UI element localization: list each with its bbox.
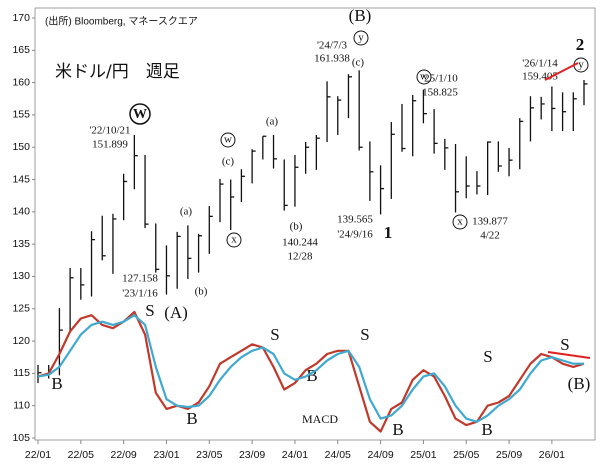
macd-label: S: [560, 335, 569, 354]
x-tick-label: 25/05: [453, 449, 479, 461]
y-tick-label: 130: [12, 270, 30, 282]
macd-label: B: [51, 374, 62, 393]
macd-label: B: [186, 409, 197, 428]
price-note: '24/7/3: [317, 40, 348, 52]
x-tick-label: 26/01: [539, 449, 565, 461]
wave-label: (A): [164, 303, 188, 322]
source-note: (出所) Bloomberg, マネースクエア: [45, 15, 198, 28]
wave-label: w: [420, 71, 428, 83]
macd-label: B: [306, 366, 317, 385]
y-tick-label: 165: [12, 44, 30, 56]
plot-frame: [34, 7, 596, 441]
wave-label: (c): [352, 57, 365, 69]
price-note: '25/1/10: [422, 73, 458, 85]
macd-label: S: [483, 347, 492, 366]
wave-label: y: [578, 59, 584, 71]
price-note: 139.565: [337, 214, 373, 226]
price-note: 139.877: [472, 216, 508, 228]
trend-line: [544, 62, 579, 81]
x-tick-label: 24/09: [367, 449, 393, 461]
x-tick-label: 22/09: [111, 449, 137, 461]
x-tick-label: 22/05: [68, 449, 94, 461]
price-note: 12/28: [287, 251, 313, 263]
price-note: '22/10/21: [89, 125, 130, 137]
y-tick-label: 155: [12, 109, 30, 121]
price-note: '23/1/16: [122, 288, 158, 300]
x-tick-label: 23/01: [153, 449, 179, 461]
macd-label: S: [145, 301, 154, 320]
wave-label: W: [133, 107, 147, 122]
price-note: 159.405: [522, 71, 558, 83]
y-tick-label: 120: [12, 335, 30, 347]
price-note: 158.825: [422, 87, 458, 99]
y-tick-label: 110: [13, 399, 30, 411]
x-tick-label: 22/01: [25, 449, 51, 461]
price-note: '26/1/14: [522, 58, 558, 70]
y-tick-label: 170: [12, 12, 30, 24]
x-tick-label: 23/05: [196, 449, 222, 461]
y-tick-label: 115: [13, 367, 30, 379]
wave-circle: [220, 132, 236, 148]
x-tick-label: 24/05: [325, 449, 351, 461]
y-tick-label: 160: [12, 76, 30, 88]
macd-label: (B): [568, 374, 591, 393]
macd-line: [37, 314, 584, 423]
wave-label: 2: [576, 35, 585, 54]
macd-label: B: [392, 420, 403, 439]
wave-label: (a): [180, 206, 193, 218]
wave-circle: [452, 214, 468, 230]
chart-title: 米ドル/円 週足: [55, 62, 180, 82]
wave-label: (a): [266, 116, 279, 128]
wave-label: 1: [384, 223, 393, 242]
y-tick-label: 135: [12, 238, 30, 250]
y-tick-label: 125: [12, 303, 30, 315]
price-note: 140.244: [282, 237, 318, 249]
x-tick-label: 24/01: [282, 449, 308, 461]
y-tick-label: 105: [12, 432, 30, 444]
wave-circle: [353, 30, 369, 46]
macd-label: S: [270, 325, 279, 344]
price-note: 161.938: [314, 53, 350, 65]
wave-label: w: [224, 134, 232, 146]
wave-label: x: [457, 216, 463, 228]
wave-label: (b): [195, 286, 208, 298]
x-tick-label: 23/09: [239, 449, 265, 461]
y-tick-label: 150: [12, 141, 30, 153]
wave-label: x: [231, 234, 237, 246]
wave-circle: [226, 232, 242, 248]
y-tick-label: 140: [12, 206, 30, 218]
macd-label: S: [360, 325, 369, 344]
macd-label: B: [481, 420, 492, 439]
price-note: 4/22: [480, 230, 500, 242]
wave-circle: [416, 69, 432, 85]
trend-line: [547, 351, 591, 359]
y-tick-label: 145: [12, 173, 30, 185]
wave-circle: [129, 103, 151, 125]
x-tick-label: 25/09: [496, 449, 522, 461]
wave-label: (B): [349, 6, 372, 25]
macd-title: MACD: [302, 412, 338, 426]
macd-line: [37, 310, 585, 433]
price-note: 127.158: [122, 273, 158, 285]
x-tick-label: 25/01: [410, 449, 436, 461]
wave-label: (c): [222, 156, 235, 168]
price-note: 151.899: [92, 139, 128, 151]
price-note: '24/9/16: [337, 229, 373, 241]
wave-label: y: [358, 32, 364, 44]
wave-label: (b): [290, 221, 303, 233]
